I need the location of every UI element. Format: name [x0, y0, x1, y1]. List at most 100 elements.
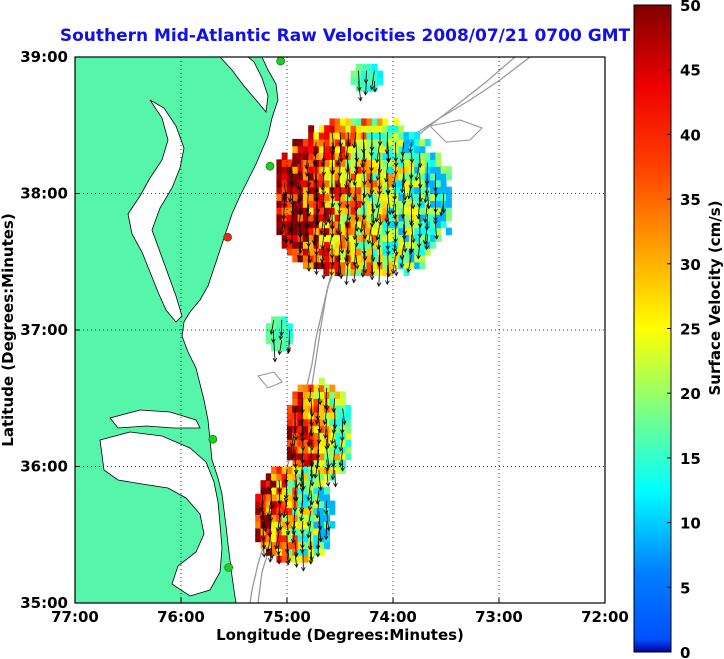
- velocity-arrow-head: [292, 507, 298, 513]
- colorbar-tick-label: 45: [680, 62, 701, 80]
- velocity-arrow-head: [344, 280, 349, 286]
- velocity-cell: [345, 145, 352, 154]
- velocity-cell: [302, 507, 309, 515]
- velocity-cell: [297, 486, 304, 495]
- velocity-cell: [329, 459, 336, 468]
- velocity-arrow-head: [375, 235, 380, 241]
- velocity-cell: [297, 452, 304, 461]
- velocity-cell: [398, 159, 405, 167]
- velocity-cell: [318, 213, 325, 222]
- velocity-arrow-head: [339, 436, 345, 442]
- velocity-arrow-head: [333, 444, 338, 450]
- velocity-arrow: [419, 172, 421, 188]
- velocity-arrow-head: [385, 280, 390, 285]
- velocity-arrow-head: [360, 273, 366, 278]
- velocity-arrow: [394, 203, 397, 219]
- velocity-cell: [287, 439, 293, 447]
- velocity-cell: [350, 77, 357, 85]
- velocity-cell: [419, 200, 426, 208]
- velocity-arrow: [323, 224, 326, 237]
- velocity-cell: [345, 452, 352, 461]
- velocity-cell: [302, 459, 309, 468]
- velocity-arrow: [289, 162, 293, 175]
- velocity-arrow-head: [306, 441, 312, 447]
- velocity-arrow: [331, 132, 335, 150]
- velocity-arrow: [314, 162, 317, 183]
- velocity-cell: [371, 200, 378, 208]
- velocity-cell: [403, 145, 410, 154]
- velocity-cell: [424, 207, 431, 215]
- velocity-cell: [355, 220, 362, 229]
- bathymetry-patch: [257, 371, 283, 389]
- velocity-cell: [281, 173, 288, 181]
- velocity-cell: [276, 343, 283, 352]
- velocity-cell: [419, 159, 426, 167]
- velocity-cell: [302, 432, 309, 440]
- velocity-cell: [340, 227, 346, 236]
- velocity-arrow-head: [417, 233, 423, 239]
- velocity-cell: [318, 541, 325, 549]
- velocity-cell: [271, 330, 277, 338]
- velocity-cell: [302, 138, 309, 147]
- velocity-arrow-head: [298, 249, 303, 254]
- velocity-arrow: [310, 541, 313, 561]
- velocity-arrow-head: [321, 201, 326, 206]
- velocity-arrow: [385, 162, 389, 182]
- velocity-arrow: [365, 80, 367, 95]
- velocity-cell: [345, 418, 352, 427]
- velocity-arrow-head: [300, 437, 305, 443]
- velocity-arrow: [362, 132, 365, 153]
- velocity-cell: [345, 193, 352, 201]
- velocity-cell: [350, 186, 357, 195]
- velocity-cell: [276, 159, 283, 167]
- velocity-cell: [329, 268, 336, 276]
- velocity-cell: [371, 63, 378, 72]
- velocity-arrow-head: [296, 185, 301, 191]
- colorbar: [633, 4, 672, 653]
- velocity-arrow-head: [352, 196, 358, 202]
- velocity-cell: [387, 193, 394, 201]
- velocity-cell: [398, 213, 405, 222]
- velocity-cell: [302, 186, 309, 195]
- velocity-cell: [398, 227, 405, 236]
- velocity-cell: [340, 145, 346, 154]
- velocity-cell: [308, 514, 315, 522]
- velocity-arrow-head: [312, 152, 318, 157]
- velocity-arrow: [371, 203, 375, 224]
- velocity-cell: [366, 213, 373, 222]
- velocity-cell: [377, 268, 383, 276]
- velocity-cell: [308, 132, 315, 140]
- velocity-cell: [408, 186, 415, 195]
- velocity-cell: [340, 234, 346, 242]
- velocity-arrow: [310, 398, 313, 417]
- velocity-arrow: [426, 234, 428, 250]
- velocity-cell: [313, 132, 320, 140]
- velocity-arrow-head: [315, 220, 320, 226]
- velocity-cell: [430, 207, 436, 215]
- velocity-arrow: [294, 469, 298, 488]
- velocity-cell: [398, 220, 405, 229]
- velocity-cell: [287, 200, 293, 208]
- colorbar-tick-label: 25: [680, 321, 701, 339]
- velocity-arrow-head: [363, 79, 369, 84]
- velocity-cell: [292, 234, 299, 242]
- velocity-arrow-head: [340, 467, 345, 472]
- y-axis-label: Latitude (Degrees:Minutes): [0, 213, 17, 446]
- velocity-cell: [366, 261, 373, 270]
- velocity-cell: [297, 446, 304, 454]
- velocity-cell: [387, 261, 394, 270]
- velocity-arrow-head: [320, 245, 325, 250]
- velocity-cell: [350, 261, 357, 270]
- velocity-arrow-head: [306, 496, 312, 502]
- velocity-arrow-head: [344, 257, 349, 263]
- velocity-arrow: [301, 531, 304, 549]
- velocity-cell: [281, 466, 288, 474]
- velocity-arrow: [308, 428, 312, 446]
- velocity-arrow-head: [352, 181, 357, 186]
- velocity-arrow: [326, 510, 330, 531]
- velocity-arrow-head: [306, 182, 312, 188]
- velocity-cell: [287, 541, 293, 549]
- velocity-cell: [292, 241, 299, 249]
- velocity-arrows: [259, 70, 447, 572]
- velocity-cell: [318, 418, 325, 427]
